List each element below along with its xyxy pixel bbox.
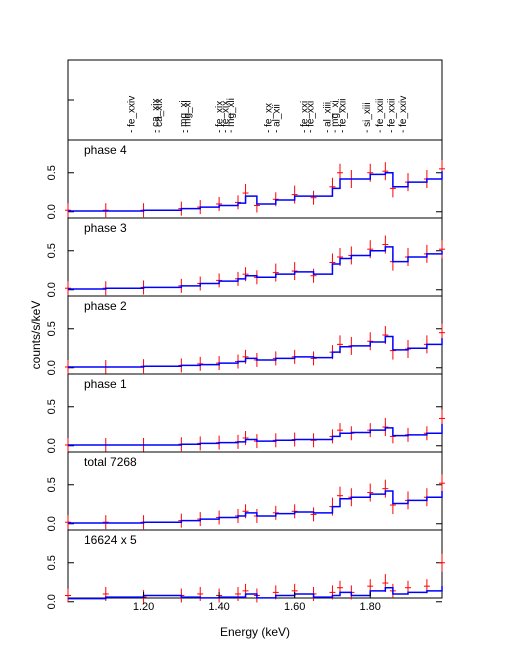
line-label: - fe_xx bbox=[264, 103, 275, 133]
x-tick-label: 1.40 bbox=[208, 601, 229, 613]
y-tick-label: 0.5 bbox=[46, 399, 58, 414]
model-series bbox=[68, 586, 443, 600]
model-series bbox=[68, 246, 443, 290]
line-label: - mg_xii bbox=[226, 98, 237, 133]
x-tick-label: 1.80 bbox=[360, 601, 381, 613]
line-label: - ca_xix bbox=[154, 99, 165, 133]
x-tick-label: 1.60 bbox=[284, 601, 305, 613]
x-axis-label: Energy (keV) bbox=[220, 625, 290, 639]
line-label: - al_xiii bbox=[322, 102, 333, 133]
panel: 0.0 0.5 total 7268 bbox=[46, 451, 445, 531]
y-tick-label: 0.0 bbox=[46, 360, 58, 375]
line-label: - al_xii bbox=[271, 104, 282, 133]
y-tick-label: 0.0 bbox=[46, 594, 58, 609]
plot-frame bbox=[67, 59, 443, 599]
line-label: - ca_xix bbox=[150, 99, 161, 133]
y-tick-label: 0.0 bbox=[46, 204, 58, 219]
line-label: - fe_xix bbox=[215, 101, 226, 133]
data-series bbox=[65, 474, 445, 530]
line-label: - fe_xxii bbox=[387, 99, 398, 133]
line-label: - mg_xi bbox=[183, 100, 194, 133]
y-tick-label: 0.5 bbox=[46, 165, 58, 180]
panel-label: total 7268 bbox=[84, 455, 137, 469]
panel: 0.0 0.5 phase 1 bbox=[46, 373, 445, 453]
y-tick-label: 0.5 bbox=[46, 243, 58, 258]
line-label: - fe_xxii bbox=[375, 99, 386, 133]
line-label: - mg_xi bbox=[179, 100, 190, 133]
panel-label: phase 1 bbox=[84, 377, 127, 391]
x-tick-label: 1.20 bbox=[133, 601, 154, 613]
data-series bbox=[65, 235, 445, 296]
y-tick-label: 0.0 bbox=[46, 516, 58, 531]
model-series bbox=[68, 423, 443, 446]
y-axis-label: counts/s/keV bbox=[29, 301, 43, 370]
panel: 0.0 0.5 phase 2 bbox=[46, 295, 445, 375]
y-tick-label: 0.0 bbox=[46, 282, 58, 297]
line-label: - si_xiii bbox=[362, 102, 373, 133]
panel-label: phase 4 bbox=[84, 143, 127, 157]
panel-label: phase 2 bbox=[84, 299, 127, 313]
y-tick-label: 0.5 bbox=[46, 321, 58, 336]
line-label: - fe_xxi bbox=[300, 101, 311, 133]
line-label: - fe_xxiv bbox=[398, 96, 409, 133]
line-label: - fe_xix bbox=[220, 101, 231, 133]
line-label: - fe_xxiv bbox=[127, 96, 138, 133]
panel: 0.0 0.5 16624 x 5 bbox=[46, 529, 445, 609]
panel-label: 16624 x 5 bbox=[84, 533, 137, 547]
panel: 0.0 0.5 phase 3 bbox=[46, 217, 445, 297]
x-axis: 1.20 1.40 1.60 1.80 bbox=[133, 592, 381, 613]
spectral-line-labels: - fe_xxiv - ca_xix- ca_xix - mg_xi- mg_xi -… bbox=[127, 96, 409, 133]
line-label: - mg_xi bbox=[330, 100, 341, 133]
panel: 0.0 0.5 phase 4 bbox=[46, 139, 445, 219]
y-tick-label: 0.0 bbox=[46, 438, 58, 453]
model-series bbox=[68, 335, 443, 368]
data-series bbox=[65, 159, 445, 218]
y-tick-label: 0.5 bbox=[46, 477, 58, 492]
line-label: - fe_xxi bbox=[305, 101, 316, 133]
line-label: - fe_xxii bbox=[337, 99, 348, 133]
model-series bbox=[68, 490, 443, 524]
model-series bbox=[68, 171, 443, 212]
panel-label: phase 3 bbox=[84, 221, 127, 235]
y-tick-label: 0.5 bbox=[46, 555, 58, 570]
plot-border bbox=[67, 59, 443, 599]
